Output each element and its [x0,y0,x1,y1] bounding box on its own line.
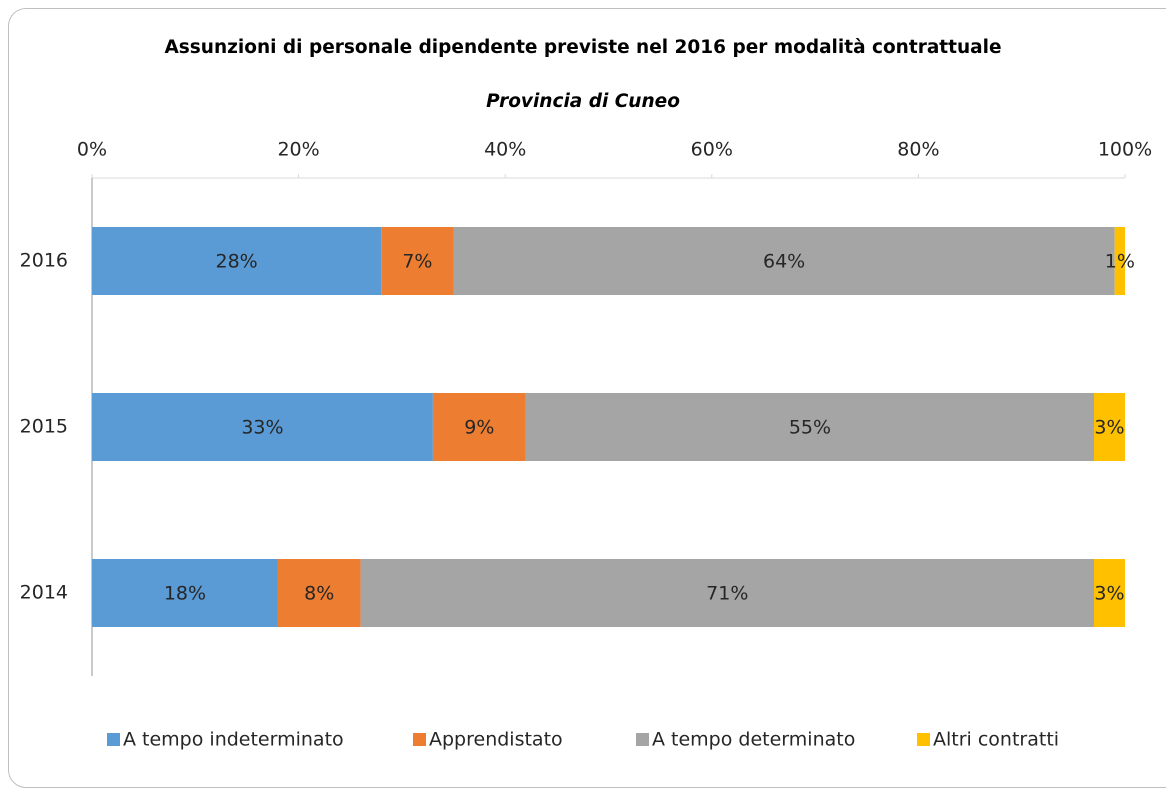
bar-segment [1114,227,1125,295]
bar-segment [1094,559,1125,627]
data-label: 33% [241,417,283,439]
data-label: 28% [216,251,258,273]
page: Assunzioni di personale dipendente previ… [8,8,1166,788]
bar-segment [360,559,1095,627]
chart-subtitle: Provincia di Cuneo [486,91,680,112]
legend-swatch [636,733,649,746]
y-tick-label: 2015 [20,416,68,438]
legend-label: Apprendistato [429,729,563,751]
bar-segment [92,393,433,461]
bar-segment [381,227,454,295]
x-tick-label: 20% [277,139,319,161]
legend-label: A tempo determinato [652,729,855,751]
bar-segment [92,227,382,295]
bar-segment [277,559,361,627]
legend-swatch [107,733,120,746]
data-label: 1% [1105,251,1135,273]
data-label: 3% [1094,417,1124,439]
bar-segment [453,227,1115,295]
y-tick-label: 2016 [20,250,68,272]
x-tick-label: 0% [77,139,107,161]
data-label: 9% [464,417,494,439]
bar-segment [92,559,278,627]
bar-segment [1094,393,1125,461]
legend-label: Altri contratti [933,729,1059,751]
data-label: 55% [789,417,831,439]
legend-swatch [917,733,930,746]
x-tick-label: 60% [691,139,733,161]
x-tick-label: 80% [897,139,939,161]
chart: 0% 20% 40% 60% 80% 100% 2016 28% 7% 64% 1% 2015 33% 9… [20,139,1153,751]
chart-title: Assunzioni di personale dipendente previ… [164,37,1002,58]
bar-segment [525,393,1095,461]
data-label: 71% [706,583,748,605]
legend-label: A tempo indeterminato [123,729,344,751]
y-tick-label: 2014 [20,582,68,604]
data-label: 8% [304,583,334,605]
data-label: 7% [402,251,432,273]
bar-segment [432,393,526,461]
x-tick-label: 40% [484,139,526,161]
x-tick-label: 100% [1098,139,1152,161]
data-label: 18% [164,583,206,605]
data-label: 64% [763,251,805,273]
data-label: 3% [1094,583,1124,605]
legend-swatch [413,733,426,746]
